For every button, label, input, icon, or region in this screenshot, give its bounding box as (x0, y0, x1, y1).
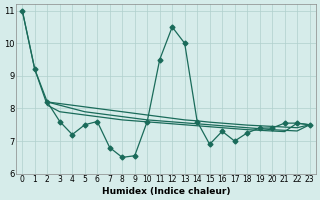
X-axis label: Humidex (Indice chaleur): Humidex (Indice chaleur) (102, 187, 230, 196)
